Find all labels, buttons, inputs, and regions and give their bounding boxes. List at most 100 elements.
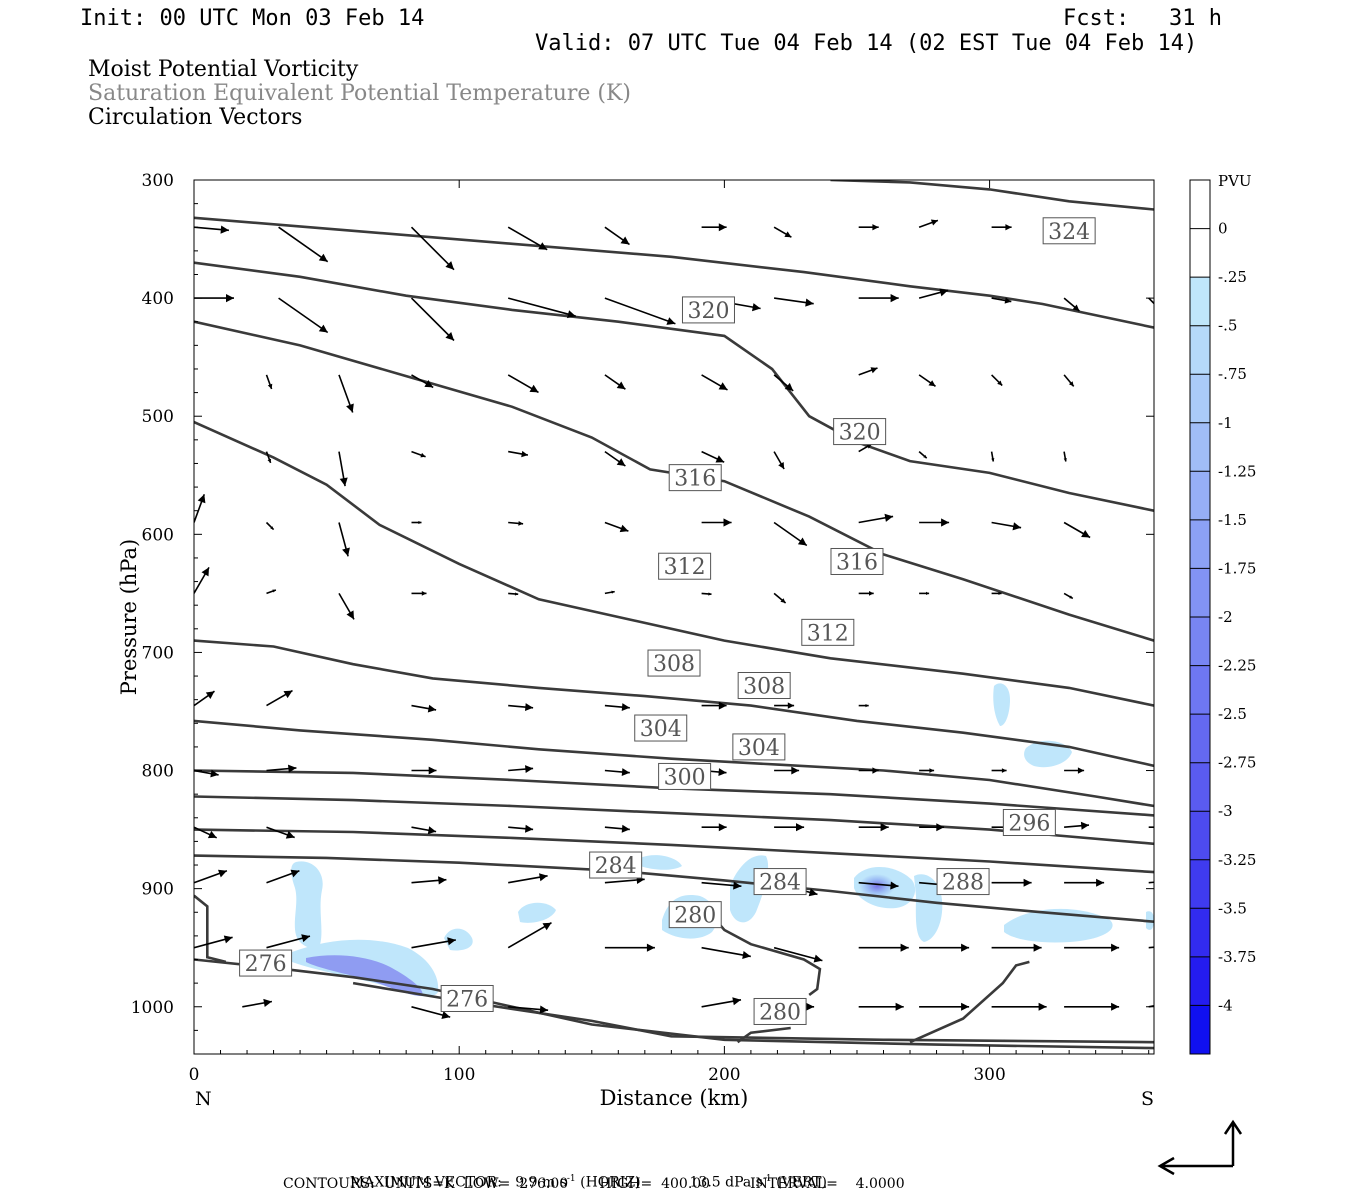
circulation-vector [507, 297, 577, 317]
max-vector-vert-value: 13.5 [689, 1174, 721, 1191]
contour-label-box [681, 296, 735, 324]
vector-arrowhead [1068, 381, 1074, 387]
vector-arrowhead [525, 703, 534, 711]
theta-e-contour [194, 261, 1154, 512]
colorbar-swatch [1190, 471, 1210, 521]
pv-blob [306, 955, 423, 996]
vector-arrowhead [791, 766, 800, 775]
vector-arrowhead [1166, 823, 1174, 831]
vector-arrowhead [1012, 522, 1022, 531]
vector-arrowhead [1005, 224, 1012, 231]
x-axis-end-north: N [195, 1088, 212, 1110]
vector-arrowhead [616, 458, 626, 466]
colorbar-swatch [1190, 277, 1210, 327]
colorbar-label: 0 [1218, 220, 1228, 238]
vector-arrowhead [201, 567, 209, 577]
vector-arrowhead [723, 518, 732, 527]
colorbar-label: -2.75 [1218, 754, 1256, 772]
colorbar-swatch [1190, 422, 1210, 472]
pv-blob [1004, 908, 1113, 943]
max-vector-horiz-exp: -1 [566, 1174, 576, 1184]
contour-label-box [936, 868, 990, 896]
vector-arrowhead [301, 934, 310, 943]
pv-blob [640, 855, 682, 870]
colorbar-swatch [1190, 859, 1210, 909]
vector-arrowhead [418, 520, 422, 525]
vector-arrowhead [1080, 821, 1089, 830]
colorbar-label: -3.25 [1218, 851, 1256, 869]
vector-arrowhead [998, 591, 1002, 595]
vector-arrowhead [616, 381, 626, 390]
contour-label: 276 [446, 987, 488, 1012]
vector-arrowhead [205, 691, 215, 699]
contour-label-box [830, 547, 884, 575]
contour-label-box [833, 418, 887, 446]
vector-arrowhead [438, 876, 447, 885]
vector-arrowhead [518, 521, 524, 526]
vector-arrowhead [619, 524, 629, 533]
pv-blob [291, 861, 323, 949]
vector-arrowhead [1038, 1002, 1047, 1011]
y-tick-label: 700 [142, 643, 174, 663]
colorbar-swatch [1190, 568, 1210, 618]
vector-arrowhead [621, 824, 630, 833]
vector-arrowhead [445, 332, 454, 341]
y-tick-label: 400 [142, 289, 174, 309]
vector-arrowhead [778, 462, 785, 469]
contour-label: 308 [653, 652, 695, 677]
vector-arrowhead [525, 765, 534, 773]
vector-arrowhead [865, 704, 869, 708]
vector-arrowhead [1175, 876, 1183, 884]
theta-e-contour [194, 894, 227, 964]
vector-arrowhead [796, 823, 805, 832]
contour-label-box [753, 997, 807, 1025]
vector-arrowhead [880, 823, 889, 832]
colorbar-label: -3.5 [1218, 899, 1247, 917]
pv-blob [993, 683, 1010, 726]
contour-info-line: CONTOURS: UNITS=K LOW= 276.00 HIGH= 400.… [283, 1176, 905, 1192]
vector-arrowhead [869, 591, 874, 596]
theta-e-contour [194, 719, 1154, 808]
max-vector-label: MAXIMUM VECTOR: [349, 1174, 502, 1191]
contour-label-box [668, 901, 722, 929]
max-vector-horiz-value: 9.9 [515, 1174, 538, 1191]
circulation-vector [773, 946, 823, 962]
vector-arrowhead [207, 830, 217, 839]
max-vector-vert-exp: -1 [762, 1174, 772, 1184]
vector-arrowhead [961, 943, 970, 952]
theta-e-contour [194, 828, 1154, 874]
vector-arrowhead [1077, 767, 1085, 774]
contour-label: 316 [836, 550, 878, 575]
colorbar-label: -3 [1218, 802, 1233, 820]
vector-arrowhead [428, 766, 437, 775]
y-axis: 300 400 500 600 700 800 900 1000 [131, 171, 1154, 1031]
x-tick-label: 300 [973, 1065, 1005, 1085]
vector-arrowhead [929, 768, 935, 773]
max-vector-vert-unit: dPa s [725, 1174, 763, 1191]
vector-arrowhead [941, 518, 950, 527]
vector-arrowhead [1111, 943, 1120, 952]
circulation-vector [410, 226, 455, 271]
vector-arrowhead [1111, 1002, 1120, 1011]
contour-label-box [634, 714, 688, 742]
vector-arrowhead [1156, 306, 1163, 313]
vector-arrowhead [666, 317, 676, 325]
vector-arrowhead [318, 253, 328, 262]
colorbar-swatch [1190, 228, 1210, 278]
colorbar-label: -3.75 [1218, 948, 1256, 966]
contour-label: 324 [1048, 220, 1090, 245]
circulation-vector [278, 226, 329, 263]
vector-arrowhead [1033, 943, 1042, 952]
vector-arrowhead [732, 997, 741, 1006]
vector-arrowhead [539, 1005, 549, 1014]
vector-arrowhead [542, 922, 552, 931]
colorbar-swatch [1190, 1005, 1210, 1055]
vector-arrowhead [420, 452, 426, 458]
vector-arrowhead [290, 869, 300, 878]
vector-arrowhead [806, 1002, 815, 1011]
vector-arrowhead [784, 382, 794, 391]
vector-arrowhead [884, 513, 894, 522]
y-tick-label: 800 [142, 762, 174, 782]
vector-arrowhead [718, 823, 727, 832]
